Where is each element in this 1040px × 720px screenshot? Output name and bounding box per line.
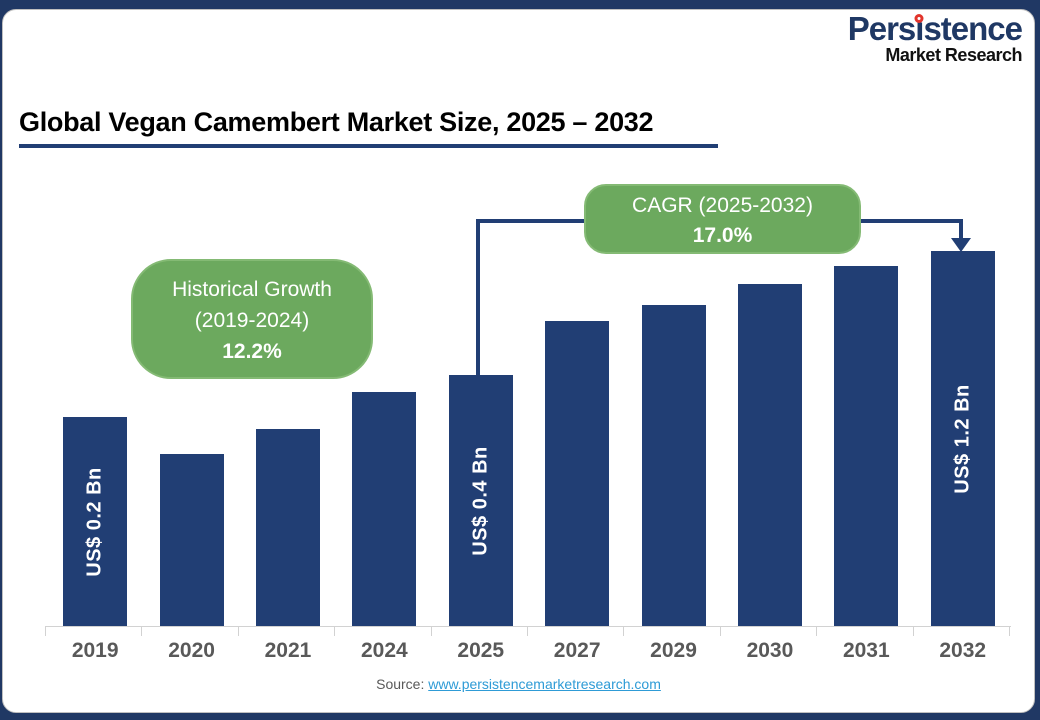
bar-slot-2031 xyxy=(818,251,914,626)
bar-slot-2019: US$ 0.2 Bn xyxy=(47,251,143,626)
bar-slot-2032: US$ 1.2 Bn xyxy=(915,251,1011,626)
x-tick-label-2024: 2024 xyxy=(361,639,408,662)
bar-2029 xyxy=(641,305,706,626)
bar-value-label-2019: US$ 0.2 Bn xyxy=(83,466,106,577)
x-tick-label-2025: 2025 xyxy=(457,639,505,662)
x-axis-tick xyxy=(430,627,432,636)
bar-2031 xyxy=(834,266,899,626)
x-axis-tick xyxy=(912,627,914,636)
logo-text-part2: stence xyxy=(923,10,1023,47)
cagr-connector-left-line xyxy=(476,219,480,375)
source-line: Source: www.persistencemarketresearch.co… xyxy=(3,676,1034,692)
bar-slot-2025: US$ 0.4 Bn xyxy=(433,251,529,626)
bar-slot-2020 xyxy=(143,251,239,626)
x-tick-label-2031: 2031 xyxy=(842,639,890,662)
logo-red-dot-icon xyxy=(914,14,924,23)
x-axis-labels: 2019 2020 2021 2024 2025 2027 2029 2030 2031 2032 xyxy=(47,639,1011,663)
historical-growth-value: 12.2% xyxy=(222,340,282,363)
bar-2032: US$ 1.2 Bn xyxy=(930,251,995,626)
x-axis-tick xyxy=(237,627,239,636)
bar-slot-2024 xyxy=(336,251,432,626)
x-axis-tick xyxy=(816,627,818,636)
x-axis-tick xyxy=(1009,627,1010,636)
logo-text-part1: Pers xyxy=(847,10,917,47)
x-tick-label-2027: 2027 xyxy=(553,639,601,662)
bar-slot-2030 xyxy=(722,251,818,626)
bar-2020 xyxy=(159,454,224,626)
source-prefix: Source: xyxy=(376,676,429,692)
x-axis-tick xyxy=(527,627,528,636)
arrow-down-icon xyxy=(951,238,971,252)
x-tick-label-2030: 2030 xyxy=(746,639,794,662)
source-link[interactable]: www.persistencemarketresearch.com xyxy=(428,676,661,692)
bar-2024 xyxy=(352,392,417,626)
cagr-callout: CAGR (2025-2032) 17.0% xyxy=(584,184,861,254)
chart-title: Global Vegan Camembert Market Size, 2025… xyxy=(19,107,654,137)
bar-2019: US$ 0.2 Bn xyxy=(63,417,128,626)
x-tick-label-2020: 2020 xyxy=(168,639,215,662)
bar-2030 xyxy=(737,284,802,626)
historical-growth-line2: (2019-2024) xyxy=(194,309,310,332)
bar-2027 xyxy=(545,321,610,626)
cagr-connector-right-line xyxy=(959,219,963,241)
historical-growth-line1: Historical Growth xyxy=(172,278,332,301)
bar-plot: US$ 0.2 Bn US$ 0.4 Bn US$ 1.2 Bn xyxy=(47,251,1011,626)
x-tick-label-2021: 2021 xyxy=(264,639,312,662)
bar-value-label-2032: US$ 1.2 Bn xyxy=(951,383,974,494)
x-axis xyxy=(45,626,1011,636)
logo-wordmark: Persi stence xyxy=(847,10,1023,47)
x-tick-label-2019: 2019 xyxy=(71,639,119,662)
x-axis-tick xyxy=(334,627,336,636)
title-underline xyxy=(19,144,718,148)
cagr-line1: CAGR (2025-2032) xyxy=(632,194,813,217)
bar-2021 xyxy=(255,429,320,626)
logo: Persi stence Market Research xyxy=(847,10,1023,65)
bar-value-label-2025: US$ 0.4 Bn xyxy=(469,445,492,556)
bar-slot-2021 xyxy=(240,251,336,626)
bar-slot-2029 xyxy=(625,251,721,626)
x-axis-tick xyxy=(141,627,143,636)
historical-growth-callout: Historical Growth (2019-2024) 12.2% xyxy=(131,259,373,379)
bar-slot-2027 xyxy=(529,251,625,626)
logo-subtitle: Market Research xyxy=(885,45,1022,65)
x-tick-label-2029: 2029 xyxy=(650,639,697,662)
infographic-card: Persi stence Market Research Global Vegan… xyxy=(2,9,1035,713)
bar-2025: US$ 0.4 Bn xyxy=(448,375,513,626)
x-axis-tick xyxy=(623,627,625,636)
x-axis-tick xyxy=(45,627,46,636)
cagr-value: 17.0% xyxy=(692,224,753,247)
x-axis-tick xyxy=(719,627,721,636)
logo-letter-i: i xyxy=(914,10,924,47)
x-tick-label-2032: 2032 xyxy=(939,639,987,662)
